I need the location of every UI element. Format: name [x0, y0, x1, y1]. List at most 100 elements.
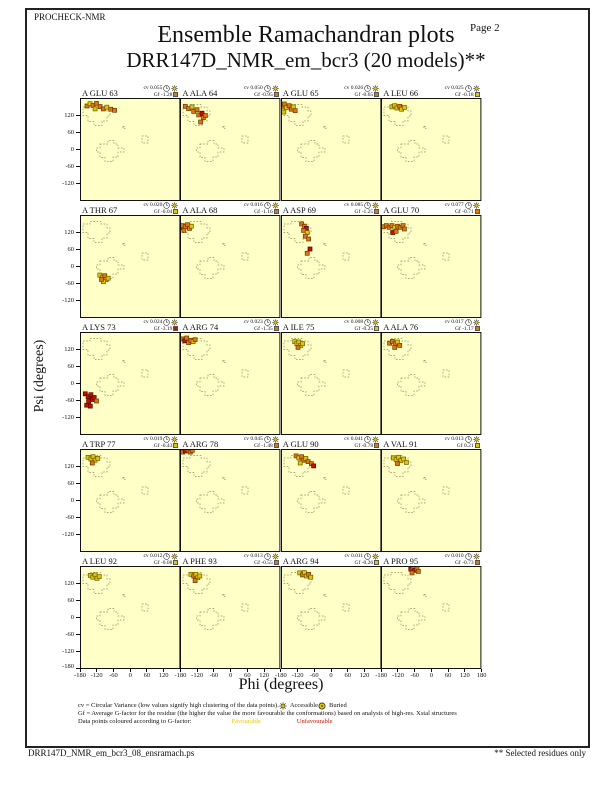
x-tick-label: 180 — [476, 672, 487, 679]
gf-colour-square — [273, 92, 279, 98]
y-tick-label: -120 — [62, 297, 74, 305]
cv-value: cv 0.085 — [344, 201, 379, 209]
gf-value: Gf -1.35 — [254, 326, 279, 333]
clock-icon — [264, 318, 271, 326]
ramachandran-plot — [381, 215, 482, 318]
subplot-header: A TRP 77 cv 0.019 Gf -0.43 — [80, 435, 180, 449]
buried-circle-icon — [318, 702, 326, 710]
model-data-point — [184, 335, 190, 341]
plot-border — [381, 449, 482, 552]
allowed-region-outline — [183, 455, 211, 477]
tick-mark — [76, 634, 80, 636]
ramachandran-plot — [80, 449, 181, 552]
gf-value: Gf -0.43 — [154, 443, 179, 450]
x-tick-label: 60 — [244, 672, 251, 679]
x-tick-label: -180 — [174, 672, 187, 679]
x-tick-label: 60 — [444, 672, 452, 679]
gf-value: Gf -0.04 — [154, 209, 179, 216]
allowed-region-outline — [242, 135, 249, 144]
ramachandran-plot — [180, 566, 281, 669]
gf-value: Gf -0.78 — [355, 443, 380, 450]
accessible-sun-icon — [472, 201, 480, 209]
subplot-header: A VAL 91 cv 0.013 Gf 0.21 — [381, 435, 481, 449]
subplot-header: A ARG 94 cv 0.011 Gf -0.26 — [281, 552, 381, 566]
y-tick-label: -60 — [65, 280, 74, 288]
y-tick-label: 0 — [70, 614, 74, 621]
accessible-sun-icon — [372, 552, 379, 560]
tick-mark — [76, 465, 80, 467]
allowed-region-outline — [82, 221, 111, 243]
model-data-point — [88, 392, 94, 398]
x-tick-label: -60 — [109, 672, 118, 679]
model-data-point — [308, 574, 313, 580]
accessible-sun-icon — [372, 435, 379, 443]
gf-colour-square — [374, 92, 380, 98]
data-points — [84, 101, 117, 113]
selected-residues-note: ** Selected residues only — [494, 748, 586, 758]
model-data-point — [281, 109, 286, 115]
model-data-point — [404, 460, 409, 465]
gf-colour-square — [474, 209, 480, 215]
cv-value: cv 0.013 — [244, 552, 279, 560]
gf-value: Gf -0.55 — [254, 560, 279, 567]
tick-mark — [313, 669, 315, 672]
model-data-point — [193, 578, 198, 583]
residue-label: A ARG 94 — [282, 556, 319, 566]
allowed-region-outline — [183, 572, 211, 594]
tick-mark — [213, 669, 215, 672]
allowed-region-outline — [242, 603, 249, 612]
allowed-region-outline — [323, 243, 327, 246]
allowed-region-outline — [96, 140, 125, 162]
y-tick-label: 0 — [70, 146, 74, 153]
clock-icon — [464, 435, 472, 443]
allowed-region-outline — [383, 338, 412, 360]
gf-colour-square — [173, 443, 179, 449]
clock-icon — [163, 84, 171, 92]
ramachandran-plot — [280, 215, 382, 318]
tick-mark — [146, 669, 148, 672]
x-tick-label: 60 — [344, 672, 351, 679]
allowed-region-outline — [296, 374, 326, 396]
tick-mark — [76, 266, 80, 267]
allowed-region-outline — [296, 491, 326, 513]
allowed-region-outline — [342, 486, 350, 495]
tick-mark — [96, 669, 98, 672]
tick-mark — [76, 582, 80, 584]
buried-circle-icon — [318, 702, 326, 710]
ramachandran-plot — [80, 566, 181, 669]
allowed-region-outline — [423, 360, 427, 363]
clock-icon — [464, 552, 472, 560]
clock-icon — [264, 84, 271, 92]
allowed-region-outline — [296, 257, 326, 279]
ramachandran-subplot: A ARG 74 cv 0.023 Gf -1.35 — [180, 318, 281, 435]
y-tick-label: -60 — [65, 514, 74, 522]
residue-label: A GLU 70 — [383, 205, 420, 215]
y-tick-label: 60 — [67, 596, 75, 604]
model-data-point — [306, 236, 311, 242]
plot-border — [80, 566, 181, 669]
cv-value: cv 0.010 — [445, 552, 480, 560]
model-data-point — [198, 119, 204, 125]
ramachandran-plot — [381, 566, 482, 669]
data-points — [180, 335, 198, 345]
model-data-point — [409, 570, 415, 576]
accessible-sun-icon — [171, 201, 179, 209]
y-tick-label: -120 — [62, 414, 74, 422]
allowed-region-outline — [141, 603, 149, 612]
cv-value: cv 0.013 — [445, 435, 480, 443]
plot-border — [280, 215, 382, 318]
gf-value: Gf -0.26 — [355, 560, 380, 567]
allowed-region-outline — [323, 594, 327, 597]
gf-value: Gf -0.25 — [355, 326, 380, 333]
accessible-sun-icon — [279, 702, 287, 710]
accessible-sun-icon — [279, 702, 287, 710]
model-data-point — [193, 337, 198, 343]
clock-icon — [163, 435, 171, 443]
y-tick-label: 0 — [70, 263, 74, 270]
residue-label: A ARG 78 — [182, 439, 219, 449]
accessible-sun-icon — [472, 318, 480, 326]
gf-value: Gf -0.08 — [154, 560, 179, 567]
x-tick-label: -60 — [410, 672, 419, 679]
